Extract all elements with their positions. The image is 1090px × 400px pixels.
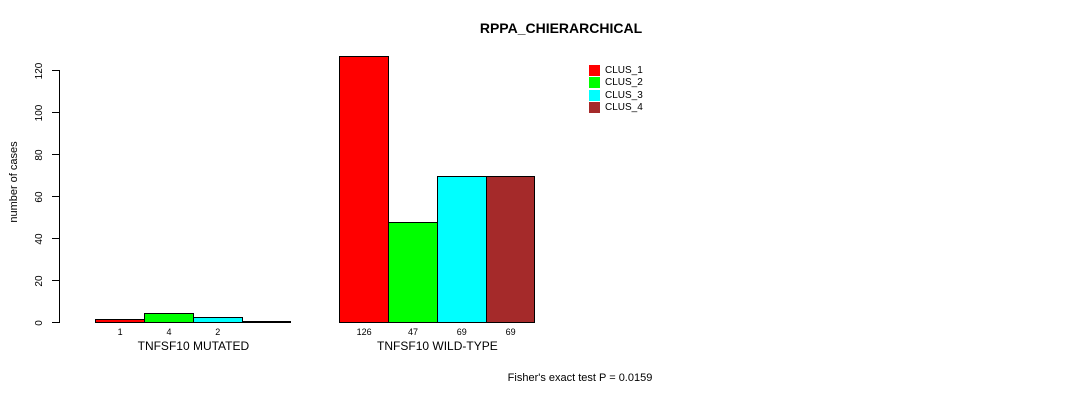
category-label-tnfsf10-mutated: TNFSF10 MUTATED bbox=[137, 339, 250, 353]
y-tick-label: 100 bbox=[34, 104, 45, 122]
legend-swatch-clus-2 bbox=[589, 77, 600, 88]
y-tick bbox=[52, 322, 60, 323]
y-tick-label: 20 bbox=[34, 275, 45, 287]
chart-title: RPPA_CHIERARCHICAL bbox=[479, 20, 643, 36]
bar-clus-4 bbox=[241, 321, 292, 323]
bar-clus-2 bbox=[144, 313, 194, 323]
bar-value-label: 126 bbox=[356, 327, 372, 337]
bar-value-label: 69 bbox=[505, 327, 516, 337]
bar-clus-2 bbox=[388, 222, 438, 323]
y-tick-label: 40 bbox=[34, 233, 45, 245]
legend-label-clus-3: CLUS_3 bbox=[605, 89, 643, 101]
bar-clus-3 bbox=[192, 317, 243, 323]
y-tick-label: 60 bbox=[34, 191, 45, 203]
legend-swatch-clus-1 bbox=[589, 64, 600, 76]
y-tick bbox=[52, 196, 60, 197]
bar-value-label: 1 bbox=[117, 327, 123, 337]
y-tick bbox=[52, 154, 60, 155]
y-tick bbox=[52, 112, 60, 113]
bar-clus-4 bbox=[485, 176, 536, 323]
legend-swatch-clus-3 bbox=[589, 89, 600, 101]
bar-value-label: 69 bbox=[456, 327, 467, 337]
y-tick-label: 80 bbox=[34, 149, 45, 161]
bar-value-label: 47 bbox=[407, 327, 419, 337]
y-tick-label: 120 bbox=[34, 62, 45, 80]
category-label-tnfsf10-wild-type: TNFSF10 WILD-TYPE bbox=[377, 339, 498, 353]
y-tick bbox=[52, 238, 60, 239]
legend-swatch-clus-4 bbox=[589, 102, 600, 113]
fisher-test-annotation: Fisher's exact test P = 0.0159 bbox=[507, 372, 653, 384]
bar-clus-3 bbox=[436, 176, 487, 323]
bar-clus-1 bbox=[95, 319, 146, 323]
y-tick-label: 0 bbox=[34, 320, 45, 326]
legend-label-clus-1: CLUS_1 bbox=[605, 64, 643, 76]
legend-label-clus-2: CLUS_2 bbox=[605, 77, 643, 88]
y-tick bbox=[52, 70, 60, 71]
y-axis-line bbox=[59, 71, 60, 323]
legend-label-clus-4: CLUS_4 bbox=[605, 102, 643, 113]
bar-value-label: 4 bbox=[166, 327, 172, 337]
y-tick bbox=[52, 280, 60, 281]
bar-clus-1 bbox=[339, 56, 390, 323]
bar-value-label: 2 bbox=[215, 327, 221, 337]
